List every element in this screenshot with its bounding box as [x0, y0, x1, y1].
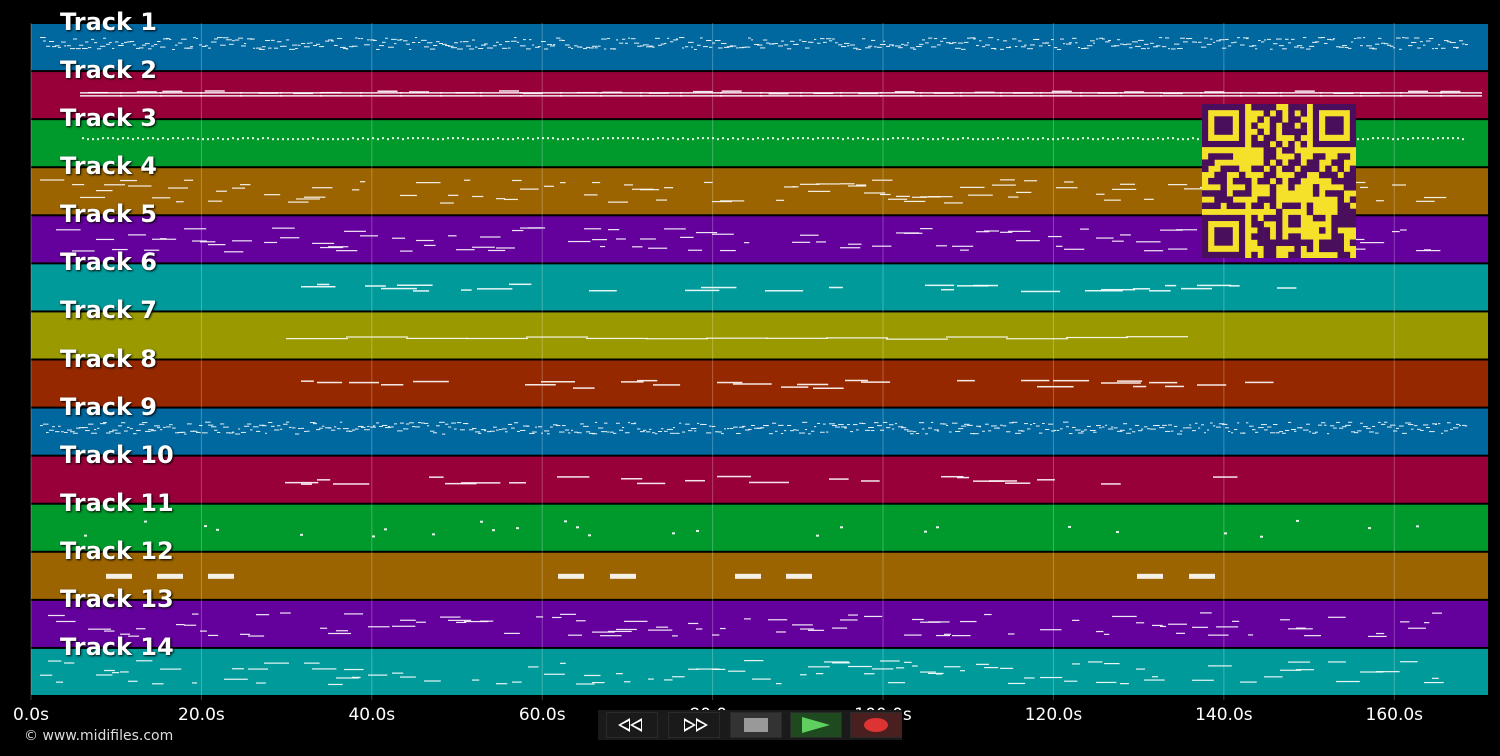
track-notes	[48, 612, 1442, 638]
piano-roll[interactable]	[0, 0, 1500, 700]
tick-label: 40.0s	[348, 705, 396, 725]
track-lane	[31, 408, 1488, 455]
track-lane	[31, 456, 1488, 503]
record-icon	[864, 718, 888, 732]
tick-label: 60.0s	[518, 705, 566, 725]
tick-label: 0.0s	[13, 705, 49, 725]
track-notes	[301, 379, 1274, 389]
tick-label: 120.0s	[1024, 705, 1083, 725]
stop-icon	[744, 718, 768, 732]
track-notes	[106, 573, 1215, 579]
track-lane	[31, 504, 1488, 551]
record-button[interactable]	[850, 712, 902, 738]
rewind-icon	[618, 718, 642, 732]
tick-label: 140.0s	[1195, 705, 1253, 725]
track-notes	[285, 475, 1238, 485]
transport-controls	[598, 710, 902, 740]
tick-label: 20.0s	[178, 705, 225, 725]
track-notes	[301, 283, 1297, 293]
track-lane	[31, 648, 1488, 695]
rewind-button[interactable]	[606, 712, 658, 738]
copyright-text: © www.midifiles.com	[24, 728, 174, 744]
track-lane	[31, 264, 1488, 311]
track-notes	[40, 179, 1447, 204]
track-notes	[40, 421, 1468, 435]
tick-label: 160.0s	[1365, 705, 1424, 725]
track-notes	[84, 519, 1419, 538]
fast-forward-button[interactable]	[668, 712, 720, 738]
track-lane	[31, 312, 1488, 359]
track-lane	[31, 24, 1488, 71]
play-button[interactable]	[790, 712, 842, 738]
qr-code-image	[1201, 103, 1357, 259]
track-notes	[80, 90, 1482, 97]
track-notes	[286, 336, 1188, 340]
fast-forward-icon	[684, 718, 708, 732]
track-notes	[40, 660, 1444, 686]
track-notes	[40, 37, 1468, 50]
stop-button[interactable]	[730, 712, 782, 738]
play-icon	[802, 717, 830, 733]
track-lane	[31, 600, 1488, 647]
